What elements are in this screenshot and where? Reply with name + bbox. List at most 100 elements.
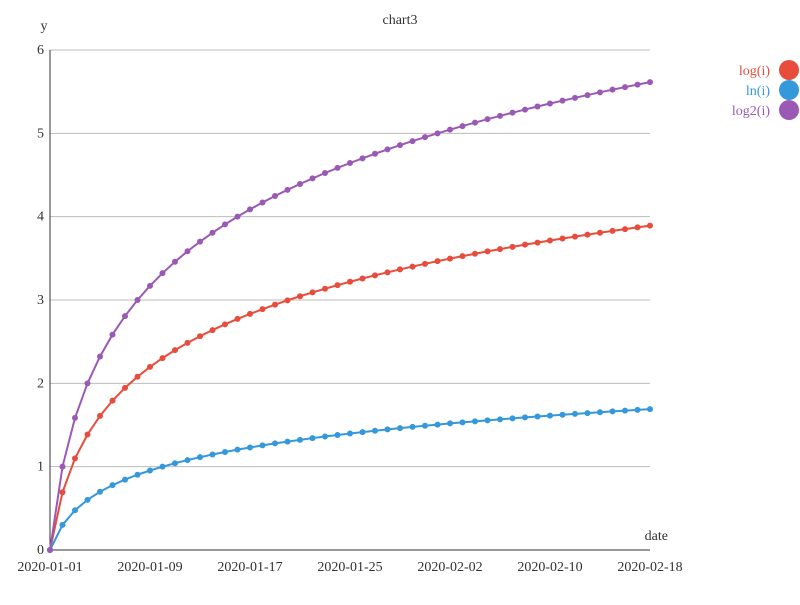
data-point: [72, 414, 78, 421]
data-point: [447, 126, 453, 133]
data-point: [347, 430, 353, 437]
data-point: [422, 422, 428, 429]
data-point: [584, 92, 591, 99]
data-point: [647, 406, 653, 413]
data-point: [434, 130, 441, 137]
data-point: [497, 416, 503, 423]
data-point: [197, 454, 203, 461]
data-point: [622, 226, 628, 233]
data-point: [484, 417, 491, 424]
data-point: [272, 193, 278, 199]
data-point: [147, 363, 153, 370]
legend: log(i) ln(i) log2(i): [732, 60, 799, 120]
data-point: [59, 463, 66, 470]
data-point: [559, 235, 566, 242]
series-line: [49, 408, 651, 551]
data-point: [609, 227, 616, 234]
data-point: [309, 289, 316, 296]
data-point: [584, 231, 591, 238]
data-point: [284, 186, 291, 193]
data-point: [634, 81, 641, 88]
data-point: [409, 423, 416, 430]
data-point: [534, 413, 541, 420]
data-point: [522, 106, 528, 113]
data-point: [447, 255, 453, 262]
data-point: [497, 246, 503, 253]
data-point: [347, 278, 353, 285]
legend-label: log2(i): [732, 104, 770, 119]
data-point: [522, 414, 528, 421]
data-point: [197, 333, 203, 340]
data-point: [309, 175, 316, 182]
data-point: [122, 384, 128, 391]
data-point: [522, 241, 528, 248]
data-point: [259, 306, 266, 313]
data-point: [272, 301, 278, 308]
legend-marker: [779, 100, 799, 120]
data-point: [347, 160, 353, 166]
axes: [49, 50, 650, 551]
data-point: [422, 260, 428, 267]
data-point: [447, 420, 453, 427]
data-point: [222, 221, 228, 228]
y-tick-label: 2: [37, 376, 44, 391]
data-point: [597, 409, 603, 416]
data-point: [247, 310, 253, 317]
series-line: [49, 81, 651, 551]
y-tick-label: 6: [37, 43, 44, 58]
data-point: [397, 142, 403, 149]
data-point: [134, 297, 141, 303]
data-point: [484, 248, 491, 255]
data-point: [147, 282, 153, 289]
data-point: [59, 489, 66, 496]
data-point: [84, 431, 91, 438]
data-point: [372, 427, 378, 434]
data-point: [472, 119, 478, 126]
legend-marker: [779, 80, 799, 100]
data-point: [497, 112, 503, 119]
data-point: [647, 79, 653, 86]
data-point: [159, 270, 166, 277]
data-point: [72, 455, 78, 462]
data-point: [297, 181, 303, 187]
x-tick-label: 2020-01-09: [117, 560, 182, 575]
data-point: [109, 482, 116, 489]
data-point: [534, 239, 541, 246]
legend-label: log(i): [739, 64, 770, 79]
data-point: [359, 155, 366, 162]
data-point: [472, 250, 478, 257]
data-point: [47, 547, 53, 553]
data-point: [597, 89, 603, 96]
series-ln(i): [47, 406, 653, 553]
data-point: [559, 411, 566, 418]
y-tick-labels: 0 1 2 3 4 5 6: [37, 43, 44, 558]
data-point: [397, 425, 403, 432]
data-point: [359, 429, 366, 436]
x-tick-label: 2020-02-18: [617, 560, 682, 575]
data-point: [109, 331, 116, 338]
x-axis-label: date: [645, 529, 668, 544]
data-point: [247, 444, 253, 451]
data-point: [647, 222, 653, 229]
data-point: [84, 496, 91, 503]
data-point: [434, 258, 441, 265]
data-point: [409, 263, 416, 270]
data-point: [134, 471, 141, 478]
x-tick-label: 2020-01-01: [17, 560, 82, 575]
series-log2(i): [47, 79, 653, 553]
data-point: [509, 109, 516, 116]
data-point: [184, 457, 191, 464]
data-point: [422, 134, 428, 141]
data-point: [222, 449, 228, 455]
data-point: [622, 407, 628, 414]
data-point: [297, 436, 303, 443]
data-point: [84, 380, 91, 387]
y-tick-label: 3: [37, 293, 44, 308]
data-point: [634, 406, 641, 413]
data-point: [547, 100, 553, 107]
data-point: [322, 433, 328, 440]
data-point: [609, 408, 616, 415]
data-point: [547, 237, 553, 244]
data-point: [59, 521, 66, 528]
